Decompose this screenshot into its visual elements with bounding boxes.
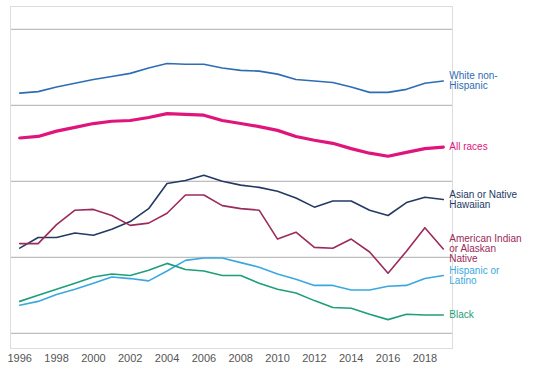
svg-text:2012: 2012 xyxy=(302,352,326,364)
svg-text:White non-Hispanic: White non-Hispanic xyxy=(449,70,497,91)
svg-text:Asian or NativeHawaiian: Asian or NativeHawaiian xyxy=(449,189,517,210)
svg-text:American Indianor AlaskanNativ: American Indianor AlaskanNative xyxy=(449,233,521,264)
svg-text:2004: 2004 xyxy=(155,352,179,364)
svg-text:2010: 2010 xyxy=(265,352,289,364)
svg-text:Hispanic orLatino: Hispanic orLatino xyxy=(449,265,500,286)
svg-text:1996: 1996 xyxy=(7,352,31,364)
svg-text:2002: 2002 xyxy=(118,352,142,364)
svg-text:2006: 2006 xyxy=(192,352,216,364)
svg-text:2016: 2016 xyxy=(376,352,400,364)
svg-text:1998: 1998 xyxy=(44,352,68,364)
svg-text:2018: 2018 xyxy=(413,352,437,364)
svg-text:Black: Black xyxy=(449,309,474,320)
svg-text:2014: 2014 xyxy=(339,352,363,364)
svg-text:All races: All races xyxy=(449,141,487,152)
svg-text:2008: 2008 xyxy=(228,352,252,364)
svg-text:2000: 2000 xyxy=(81,352,105,364)
